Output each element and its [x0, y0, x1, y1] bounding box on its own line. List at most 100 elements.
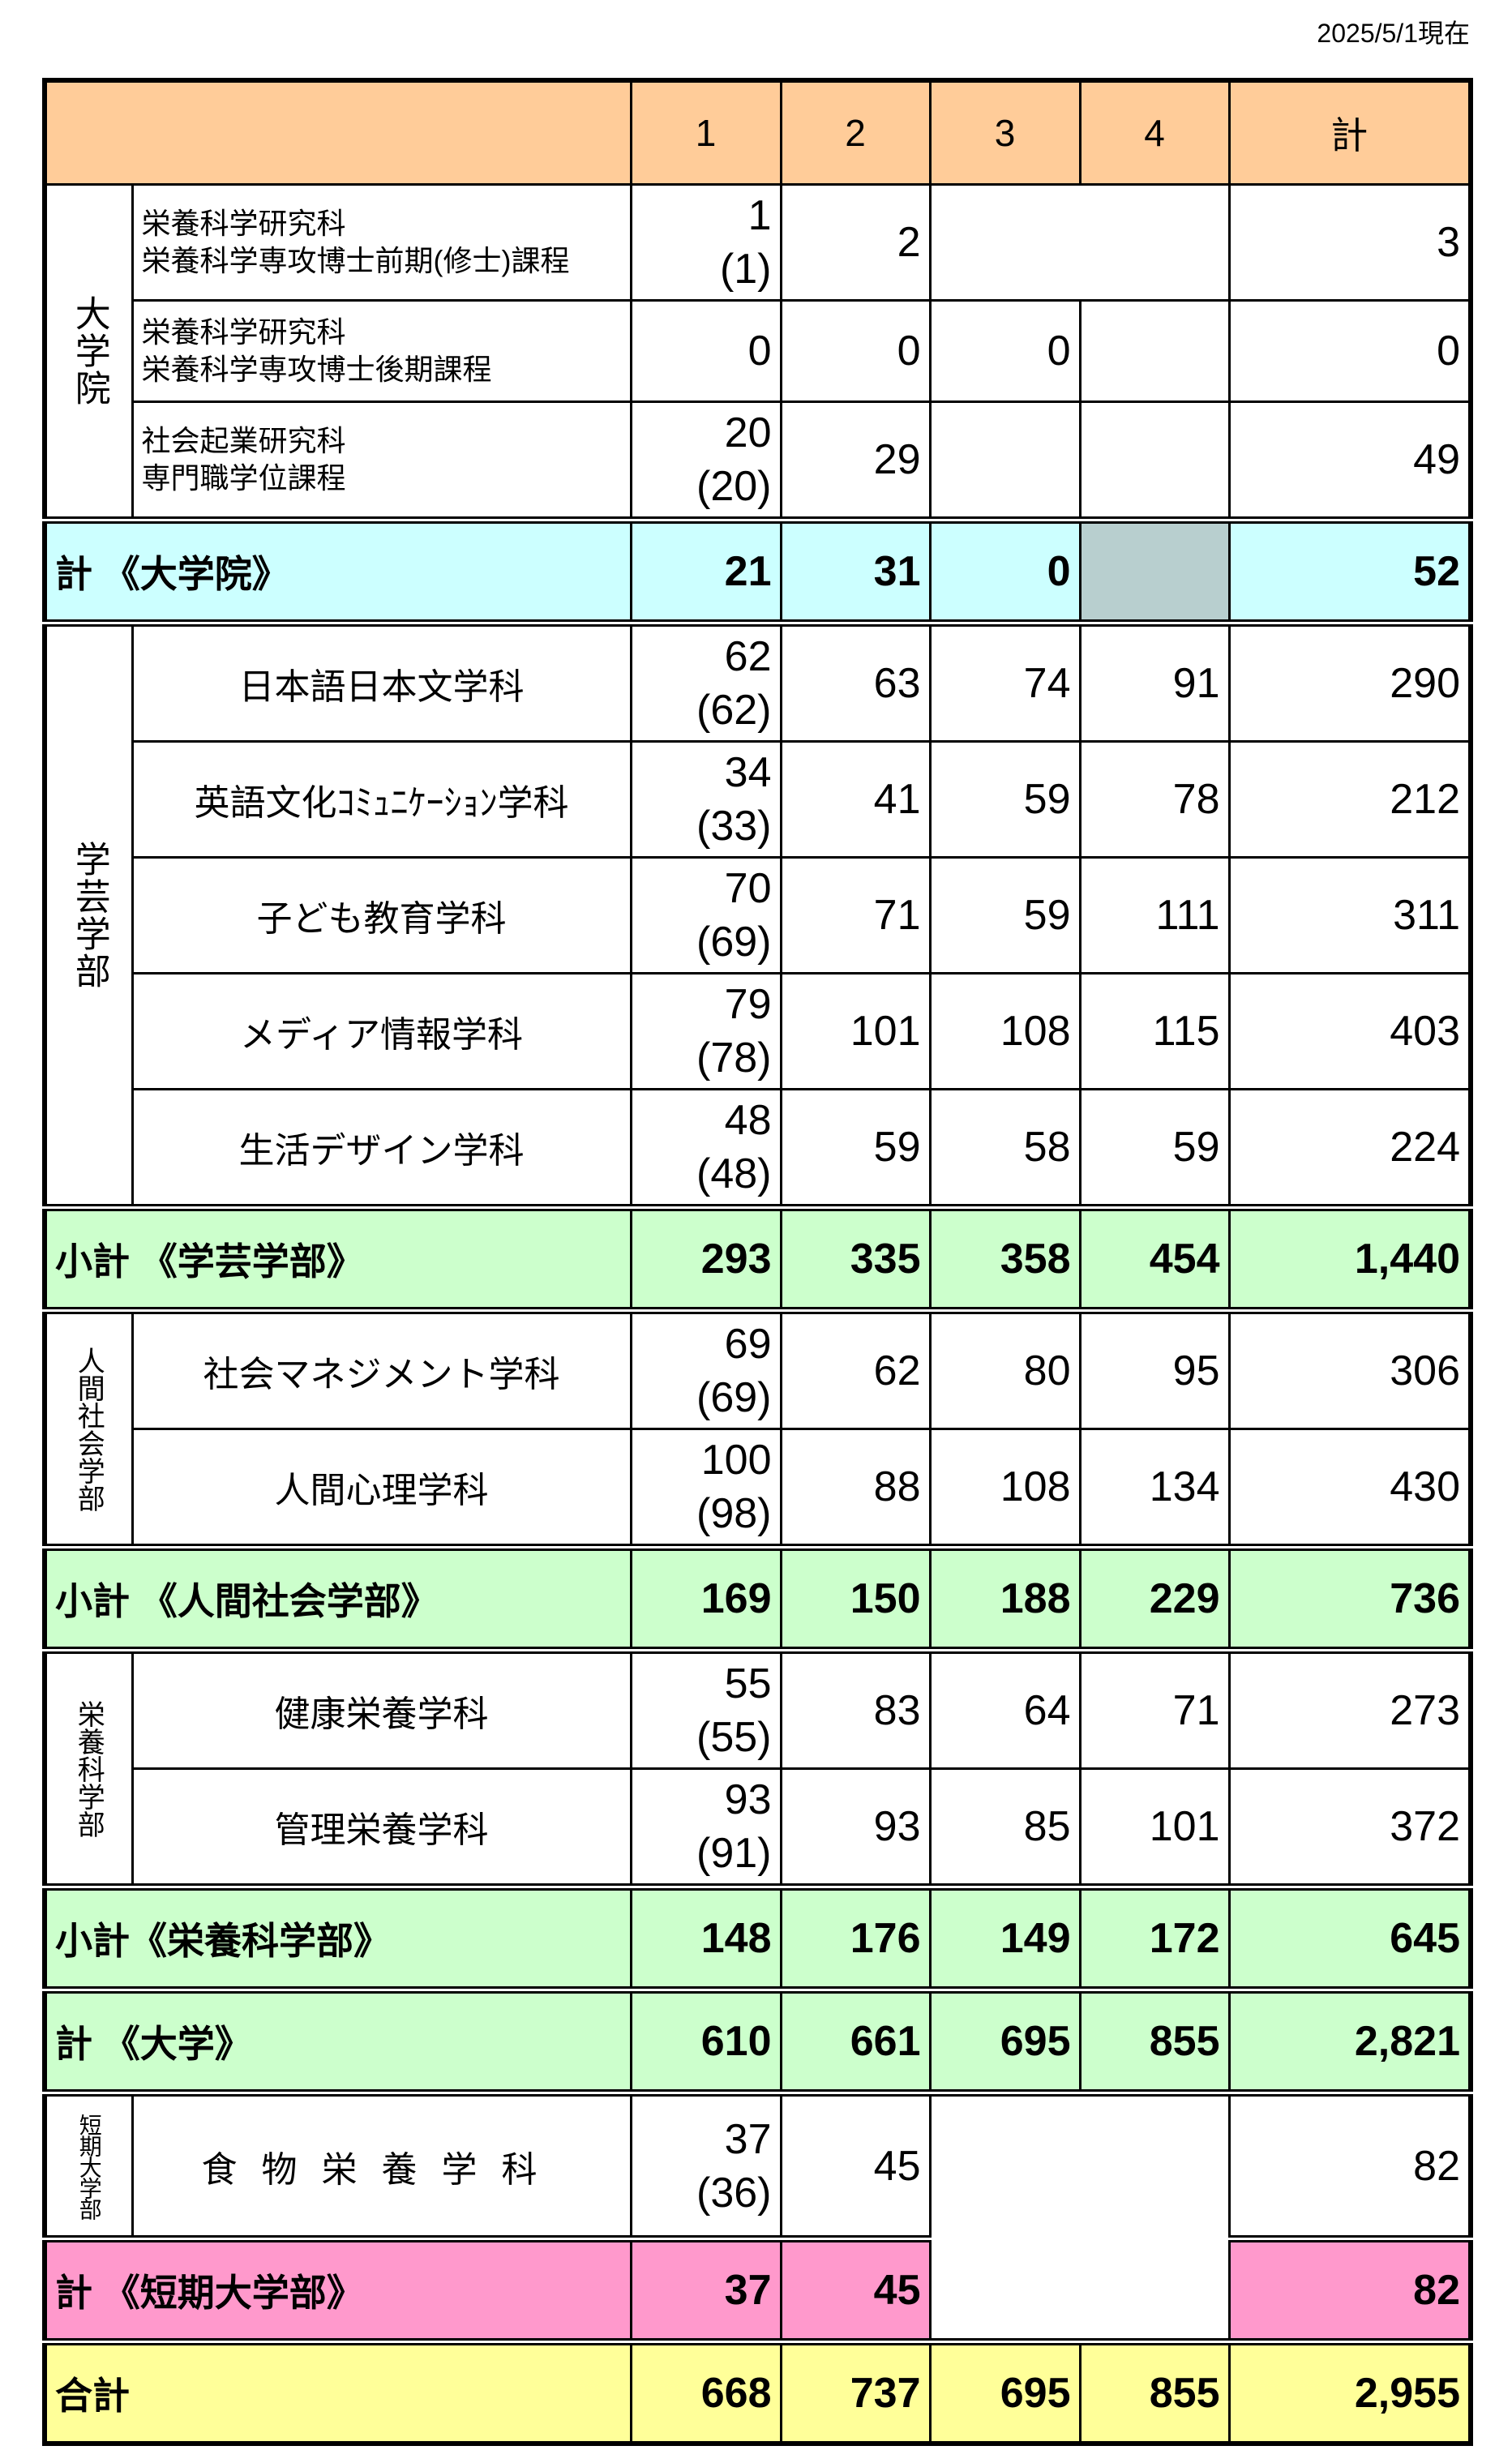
- total-cell: 372: [1227, 1767, 1472, 1888]
- total-cell: 736: [1227, 1544, 1472, 1651]
- year2-cell: 88: [779, 1428, 932, 1548]
- year2-cell: 176: [779, 1883, 932, 1991]
- table-row: 学芸学部 日本語日本文学科 62 (62) 63 74 91 290: [43, 619, 1472, 1209]
- year1-cell: 21: [629, 516, 782, 624]
- total-cell: 49: [1227, 401, 1472, 521]
- year1-cell: 37: [629, 2235, 782, 2343]
- shaded-cell: [1078, 299, 1231, 403]
- as-of-date: 2025/5/1現在: [1317, 19, 1470, 48]
- year1-cell: 20 (20): [629, 401, 782, 521]
- department-name: 英語文化ｺﾐｭﾆｹｰｼｮﾝ学科: [131, 740, 632, 859]
- group-label-eiyo: 栄養科学部: [43, 1647, 134, 1888]
- shaded-cell: [928, 401, 1082, 521]
- total-cell: 645: [1227, 1883, 1472, 1991]
- year4-cell: 172: [1078, 1883, 1231, 1991]
- year3-cell: 188: [928, 1544, 1082, 1651]
- year4-cell: 454: [1078, 1204, 1231, 1312]
- year4-cell: 229: [1078, 1544, 1231, 1651]
- group-label-junior: 短期大学部: [43, 2089, 134, 2240]
- gakugei-subtotal-row: 小計 《学芸学部》 293 335 358 454 1,440: [43, 1204, 1472, 1312]
- year3-cell: 695: [928, 2338, 1082, 2445]
- department-name: 日本語日本文学科: [131, 619, 632, 743]
- total-cell: 2,955: [1227, 2338, 1472, 2445]
- year2-cell: 63: [779, 619, 932, 743]
- year3-cell: 85: [928, 1767, 1082, 1888]
- junior-total-row: 計 《短期大学部》 37 45 82: [43, 2235, 1472, 2343]
- year2-cell: 71: [779, 856, 932, 974]
- program-name: 社会起業研究科 専門職学位課程: [131, 401, 632, 521]
- year3-cell: 358: [928, 1204, 1082, 1312]
- year1-cell: 148: [629, 1883, 782, 1991]
- year1-cell: 62 (62): [629, 619, 782, 743]
- year1-cell: 0: [629, 299, 782, 403]
- year1-cell: 37 (36): [629, 2089, 782, 2240]
- total-cell: 0: [1227, 299, 1472, 403]
- year1-cell: 668: [629, 2338, 782, 2445]
- year2-cell: 150: [779, 1544, 932, 1651]
- year1-cell: 100 (98): [629, 1428, 782, 1548]
- year2-cell: 83: [779, 1647, 932, 1770]
- year3-cell: 149: [928, 1883, 1082, 1991]
- year4-cell: 91: [1078, 619, 1231, 743]
- year2-cell: 335: [779, 1204, 932, 1312]
- year2-cell: 737: [779, 2338, 932, 2445]
- program-name: 栄養科学研究科 栄養科学専攻博士前期(修士)課程: [131, 183, 632, 302]
- total-cell: 82: [1227, 2089, 1472, 2240]
- graduate-total-row: 計 《大学院》 21 31 0 52: [43, 516, 1472, 624]
- table-row: 栄養科学部 健康栄養学科 55 (55) 83 64 71 273: [43, 1647, 1472, 1888]
- university-total-row: 計 《大学》 610 661 695 855 2,821: [43, 1986, 1472, 2094]
- header-year-1: 1: [629, 79, 782, 186]
- row-label: 計 《短期大学部》: [43, 2235, 632, 2343]
- row-label: 小計《栄養科学部》: [43, 1883, 632, 1991]
- year4-cell: 71: [1078, 1647, 1231, 1770]
- year1-cell: 55 (55): [629, 1647, 782, 1770]
- year4-cell: 95: [1078, 1307, 1231, 1430]
- table-row: メディア情報学科 79 (78) 101 108 115 403: [45, 972, 1472, 1090]
- total-cell: 290: [1227, 619, 1472, 743]
- table-row: 短期大学部 食物栄養学科 37 (36) 45 82: [43, 2089, 1472, 2343]
- header-row: 1 2 3 4 計: [43, 79, 1472, 186]
- table-row: 大学院 栄養科学研究科 栄養科学専攻博士前期(修士)課程 1 (1) 2 3: [43, 183, 1472, 521]
- header-blank: [43, 79, 632, 186]
- year3-cell: 64: [928, 1647, 1082, 1770]
- enrollment-table: 1 2 3 4 計 大学院 栄養科学研究科 栄養科学専攻博士前期(修士)課程 1(…: [42, 78, 1473, 2446]
- total-cell: 212: [1227, 740, 1472, 859]
- table-row: 子ども教育学科 70 (69) 71 59 111 311: [45, 856, 1472, 974]
- header-year-4: 4: [1078, 79, 1231, 186]
- group-label-ningen: 人間社会学部: [43, 1307, 134, 1548]
- total-cell: 311: [1227, 856, 1472, 974]
- year4-cell: 855: [1078, 2338, 1231, 2445]
- year4-cell: 111: [1078, 856, 1231, 974]
- year2-cell: 45: [779, 2089, 932, 2240]
- shaded-cell: [928, 2089, 1231, 2343]
- program-name: 栄養科学研究科 栄養科学専攻博士後期課程: [131, 299, 632, 403]
- year4-cell: 855: [1078, 1986, 1231, 2094]
- department-name: 食物栄養学科: [131, 2089, 632, 2240]
- total-cell: 306: [1227, 1307, 1472, 1430]
- table-row: 社会起業研究科 専門職学位課程 20 (20) 29 49: [45, 401, 1472, 521]
- header-year-3: 3: [928, 79, 1082, 186]
- year1-cell: 293: [629, 1204, 782, 1312]
- total-cell: 224: [1227, 1088, 1472, 1209]
- year3-cell: 0: [928, 299, 1082, 403]
- grand-total-row: 合計 668 737 695 855 2,955: [43, 2338, 1472, 2445]
- year2-cell: 62: [779, 1307, 932, 1430]
- year3-cell: 74: [928, 619, 1082, 743]
- row-label: 計 《大学院》: [43, 516, 632, 624]
- year1-cell: 69 (69): [629, 1307, 782, 1430]
- shaded-cell: [928, 183, 1231, 302]
- row-label: 計 《大学》: [43, 1986, 632, 2094]
- eiyo-subtotal-row: 小計《栄養科学部》 148 176 149 172 645: [43, 1883, 1472, 1991]
- table-row: 生活デザイン学科 48 (48) 59 58 59 224: [45, 1088, 1472, 1209]
- year1-cell: 79 (78): [629, 972, 782, 1090]
- table-row: 管理栄養学科 93 (91) 93 85 101 372: [45, 1767, 1472, 1888]
- year2-cell: 2: [779, 183, 932, 302]
- year2-cell: 45: [779, 2235, 932, 2343]
- year3-cell: 108: [928, 1428, 1082, 1548]
- year4-cell: 115: [1078, 972, 1231, 1090]
- total-cell: 82: [1227, 2235, 1472, 2343]
- group-label-graduate: 大学院: [43, 183, 134, 521]
- year3-cell: 58: [928, 1088, 1082, 1209]
- year4-cell: 101: [1078, 1767, 1231, 1888]
- year2-cell: 41: [779, 740, 932, 859]
